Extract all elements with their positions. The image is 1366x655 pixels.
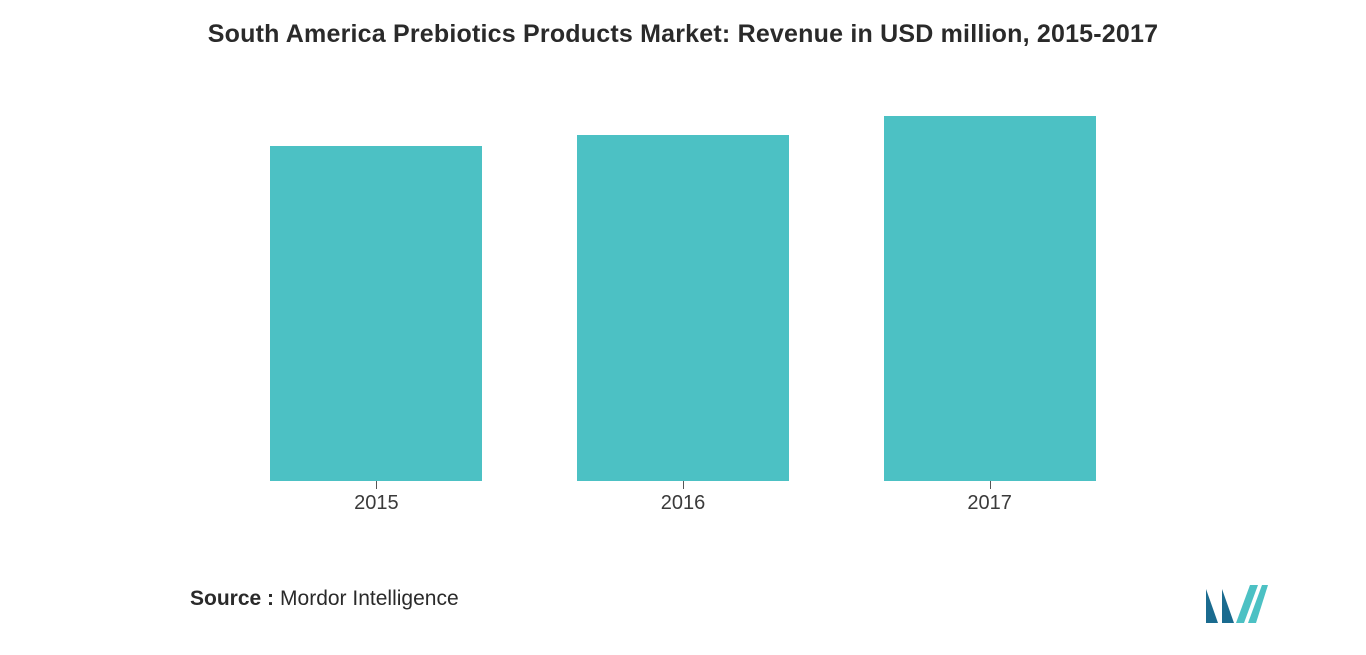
source-label: Source :: [190, 587, 274, 611]
x-label-2017: 2017: [836, 492, 1143, 515]
x-label-2015: 2015: [223, 492, 530, 515]
bar-slot-2016: 2016: [530, 101, 837, 481]
source-row: Source : Mordor Intelligence: [190, 587, 459, 611]
logo-svg: [1206, 585, 1268, 623]
chart-title: South America Prebiotics Products Market…: [90, 18, 1276, 51]
tick-2016: [683, 481, 684, 489]
bar-slot-2017: 2017: [836, 101, 1143, 481]
bar-2017: [884, 116, 1096, 481]
mordor-logo-icon: [1204, 583, 1268, 625]
bar-2015: [270, 146, 482, 480]
source-value: Mordor Intelligence: [280, 587, 459, 611]
bar-2016: [577, 135, 789, 481]
plot-area: 2015 2016 2017: [223, 101, 1143, 481]
chart-container: South America Prebiotics Products Market…: [0, 0, 1366, 655]
bar-slot-2015: 2015: [223, 101, 530, 481]
bars-row: 2015 2016 2017: [223, 101, 1143, 481]
x-label-2016: 2016: [530, 492, 837, 515]
tick-2017: [990, 481, 991, 489]
tick-2015: [376, 481, 377, 489]
